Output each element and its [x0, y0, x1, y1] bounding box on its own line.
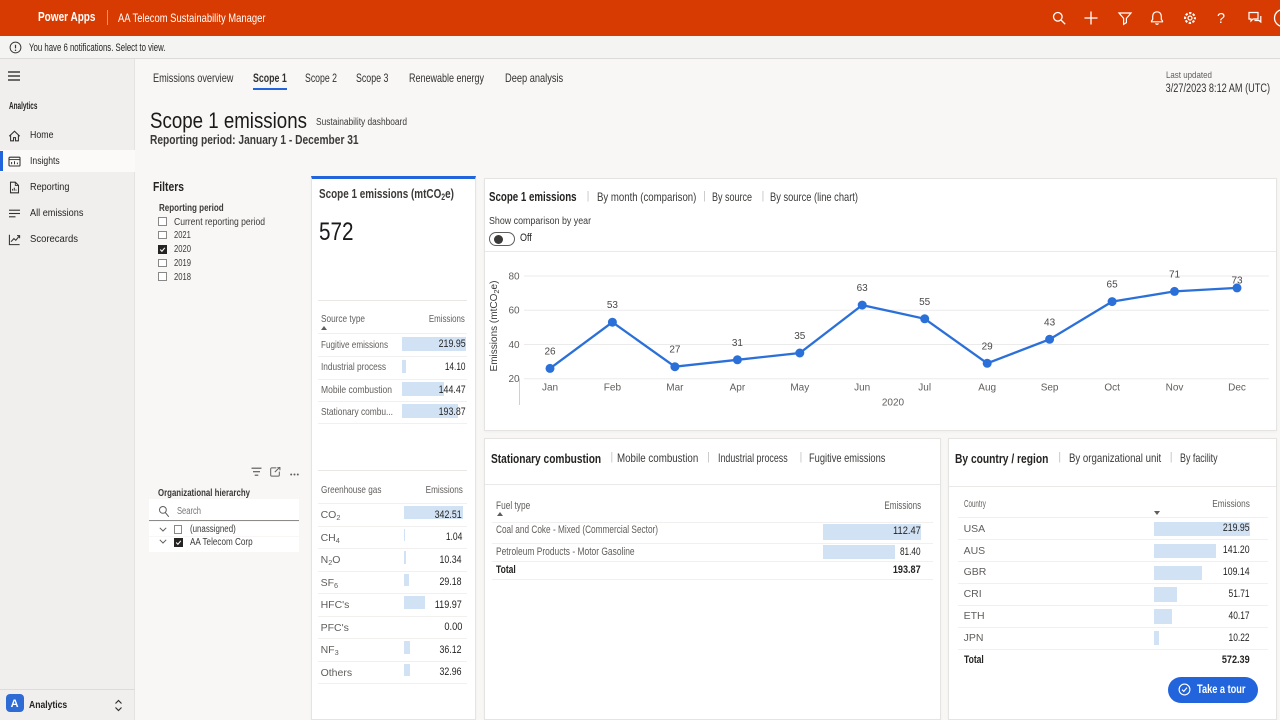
- svg-text:63: 63: [857, 283, 869, 294]
- svg-text:27: 27: [669, 345, 681, 356]
- svg-text:Mar: Mar: [666, 383, 684, 394]
- svg-text:29: 29: [982, 341, 994, 352]
- svg-text:Dec: Dec: [1228, 383, 1246, 394]
- svg-text:Feb: Feb: [604, 383, 622, 394]
- svg-text:Emissions (mtCO2e): Emissions (mtCO2e): [489, 281, 501, 372]
- svg-text:26: 26: [544, 346, 556, 357]
- svg-text:Aug: Aug: [978, 383, 996, 394]
- svg-text:43: 43: [1044, 317, 1056, 328]
- svg-text:2020: 2020: [882, 398, 905, 409]
- svg-text:Oct: Oct: [1104, 383, 1120, 394]
- svg-text:31: 31: [732, 338, 744, 349]
- svg-text:60: 60: [508, 306, 520, 317]
- svg-text:65: 65: [1107, 280, 1119, 291]
- svg-text:35: 35: [794, 331, 806, 342]
- svg-text:40: 40: [508, 340, 520, 351]
- svg-text:80: 80: [508, 272, 520, 283]
- svg-text:53: 53: [607, 300, 619, 311]
- svg-text:55: 55: [919, 297, 931, 308]
- svg-text:Apr: Apr: [730, 383, 746, 394]
- svg-text:?: ?: [1217, 11, 1225, 27]
- svg-text:May: May: [790, 383, 809, 394]
- svg-text:Jun: Jun: [854, 383, 870, 394]
- svg-text:Sep: Sep: [1041, 383, 1059, 394]
- svg-text:20: 20: [508, 374, 520, 385]
- svg-text:Jul: Jul: [918, 383, 931, 394]
- svg-text:71: 71: [1169, 269, 1181, 280]
- svg-text:Nov: Nov: [1166, 383, 1184, 394]
- svg-text:Jan: Jan: [542, 383, 558, 394]
- svg-text:73: 73: [1231, 276, 1243, 287]
